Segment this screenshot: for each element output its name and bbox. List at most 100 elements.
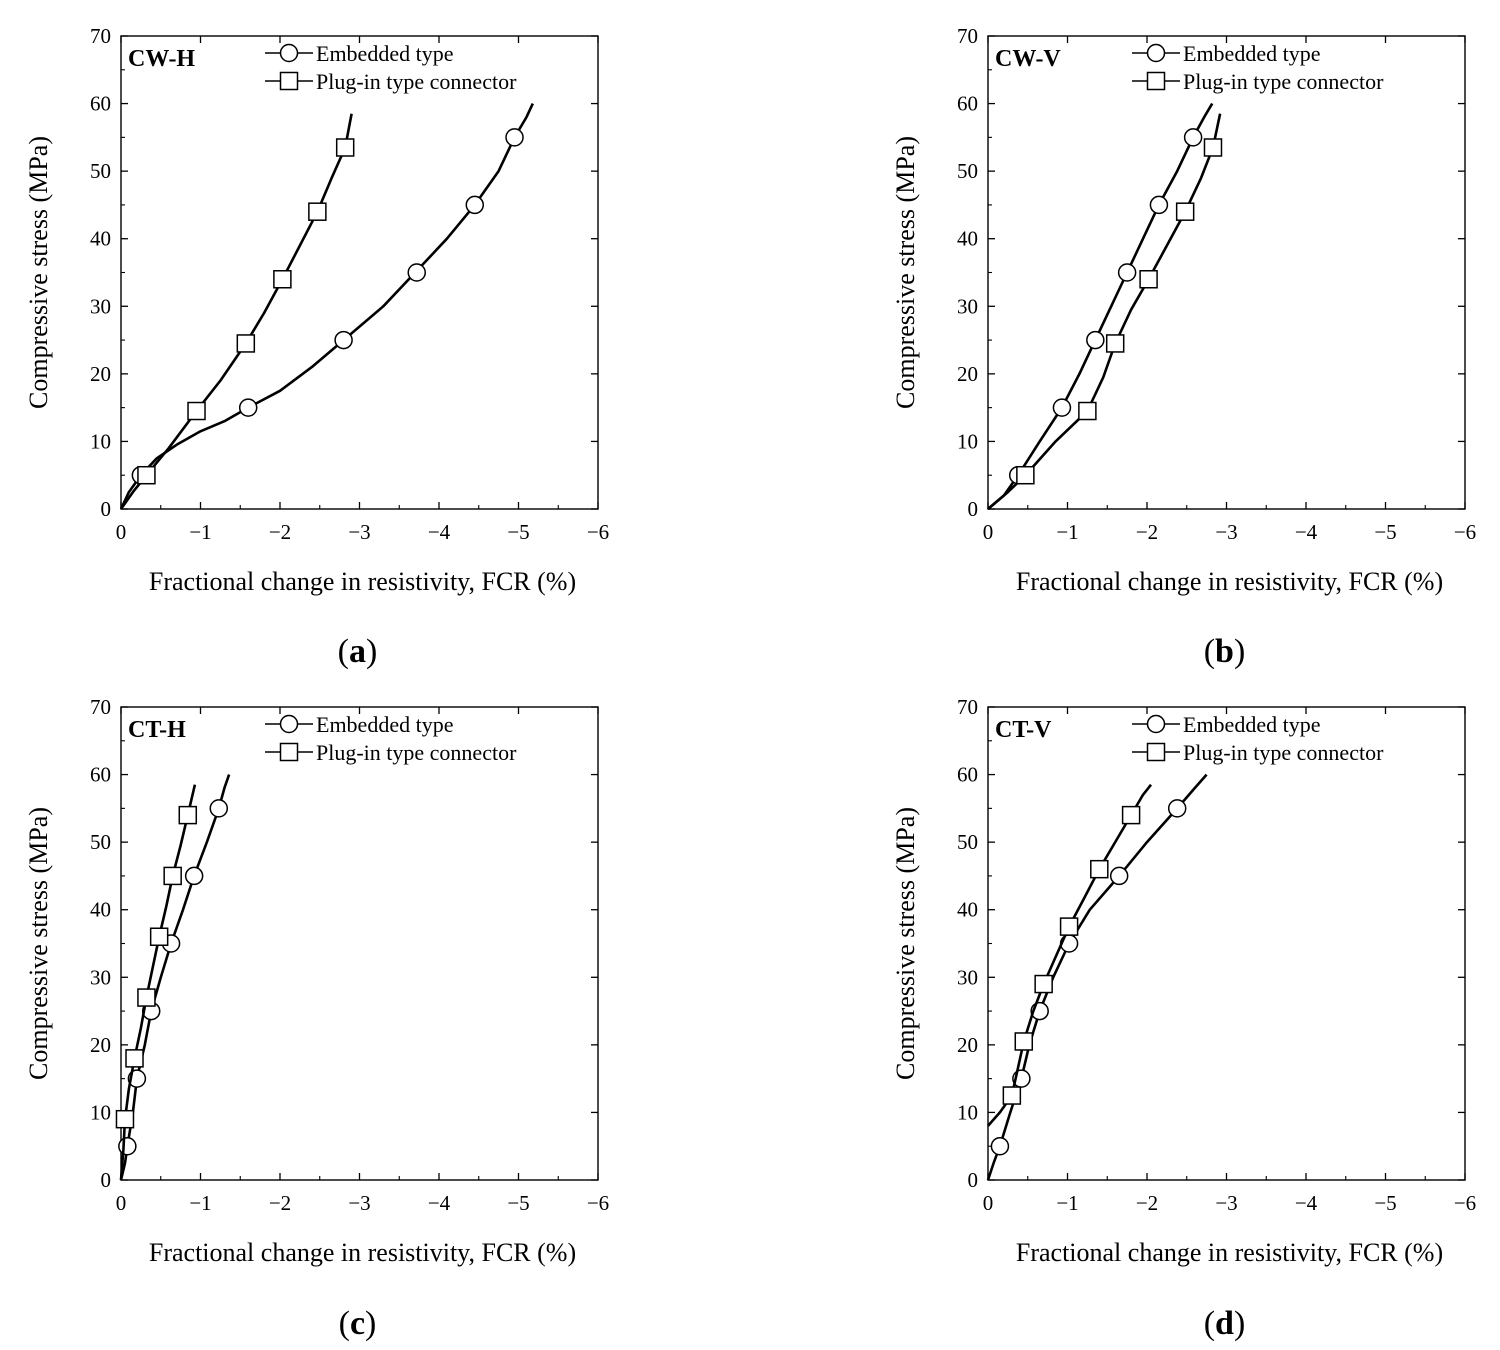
data-point-square [1090, 859, 1109, 879]
y-tick-label: 60 [957, 92, 978, 116]
legend-circle-marker [1146, 43, 1166, 63]
legend-label: Embedded type [316, 712, 453, 737]
y-tick-label: 50 [957, 830, 978, 854]
y-tick-label: 20 [90, 1033, 111, 1057]
x-tick-label: −3 [348, 520, 370, 544]
series-line [987, 102, 1214, 510]
chart-panel-b: 0 −1 −2 −3 −4 −5 −6 0 10 20 30 40 50 60 70 Fractional c… [891, 24, 1476, 670]
data-point-circle [1052, 398, 1072, 417]
y-axis-title: Compressive stress (MPa) [891, 136, 920, 409]
data-point-square [137, 465, 156, 485]
y-tick-label: 10 [90, 1100, 111, 1124]
data-point-circle [184, 866, 204, 886]
x-tick-label: −3 [1215, 1191, 1237, 1215]
y-tick-label: 30 [90, 294, 111, 318]
x-tick-label: 0 [116, 520, 127, 544]
x-tick-label: −4 [428, 1191, 451, 1215]
data-point-circle [1117, 263, 1137, 282]
chart-panel-c: 0 −1 −2 −3 −4 −5 −6 0 10 20 30 40 50 60 70 Fractional c… [24, 695, 609, 1342]
x-tick-label: 0 [983, 520, 994, 544]
y-tick-label: 40 [957, 227, 978, 251]
x-tick-label: −5 [1374, 520, 1396, 544]
data-point-square [236, 334, 256, 353]
y-axis-title: Compressive stress (MPa) [891, 807, 920, 1080]
data-point-square [163, 866, 182, 886]
data-point-circle [238, 398, 258, 417]
y-tick-label: 50 [957, 159, 978, 183]
y-tick-label: 40 [90, 898, 111, 922]
panel-caption: (d) [1204, 1305, 1246, 1342]
data-point-square [1121, 805, 1141, 825]
data-point-square [187, 401, 206, 421]
series-embedded [986, 773, 1208, 1181]
x-tick-label: −4 [1295, 1191, 1318, 1215]
y-tick-label: 0 [101, 497, 112, 521]
y-tick-label: 60 [90, 763, 111, 787]
chart-panel-d: 0 −1 −2 −3 −4 −5 −6 0 10 20 30 40 50 60 70 Fractional c… [891, 695, 1476, 1342]
series-plug-in [987, 783, 1153, 1127]
plot-frame [120, 35, 599, 510]
y-tick-label: 40 [90, 227, 111, 251]
data-point-circle [1086, 330, 1105, 350]
series-line [986, 773, 1208, 1181]
x-axis-title: Fractional change in resistivity, FCR (%… [149, 567, 576, 596]
legend-label: Embedded type [1183, 712, 1320, 737]
y-tick-label: 0 [101, 1168, 112, 1192]
data-point-circle [1183, 128, 1203, 147]
x-tick-label: −1 [189, 1191, 211, 1215]
x-tick-label: −3 [348, 1191, 370, 1215]
x-axis-title: Fractional change in resistivity, FCR (%… [1016, 567, 1443, 596]
data-point-square [149, 927, 169, 946]
caption-letter: a [349, 633, 366, 670]
legend-label: Embedded type [316, 41, 453, 66]
y-tick-label: 50 [90, 830, 111, 854]
y-tick-label: 60 [957, 763, 978, 787]
series-line [119, 103, 534, 510]
data-point-square [1078, 401, 1097, 421]
data-point-circle [1149, 195, 1169, 215]
series-embedded [987, 102, 1214, 510]
legend-label: Plug-in type connector [1183, 69, 1384, 94]
data-point-circle [465, 195, 485, 215]
y-tick-label: 0 [968, 1168, 979, 1192]
chart-panel-a: 0 −1 −2 −3 −4 −5 −6 0 10 20 30 40 50 60 70 Fractional c… [24, 24, 609, 670]
series-plug-in [119, 113, 355, 510]
data-point-square [1139, 270, 1158, 289]
data-point-square [308, 202, 327, 221]
y-tick-label: 30 [90, 965, 111, 989]
x-tick-label: 0 [983, 1191, 994, 1215]
data-point-square [1014, 1032, 1034, 1051]
x-tick-label: −1 [189, 520, 211, 544]
legend-label: Embedded type [1183, 41, 1320, 66]
y-tick-label: 30 [957, 965, 978, 989]
y-tick-label: 40 [957, 898, 978, 922]
series-embedded [119, 103, 534, 510]
x-tick-label: −6 [587, 1191, 609, 1215]
data-point-square [1105, 334, 1125, 353]
series-embedded [118, 774, 231, 1181]
legend-square-marker [279, 742, 299, 762]
legend-circle-marker [1146, 714, 1166, 734]
x-tick-label: −4 [1295, 520, 1318, 544]
data-point-circle [209, 799, 229, 818]
x-tick-label: −5 [507, 1191, 529, 1215]
data-point-square [1002, 1086, 1022, 1105]
panel-title: CW-V [995, 46, 1061, 72]
y-tick-label: 20 [957, 1033, 978, 1057]
x-axis-title: Fractional change in resistivity, FCR (%… [149, 1238, 576, 1267]
panel-caption: (c) [339, 1305, 377, 1342]
data-point-square [1203, 138, 1223, 157]
x-tick-label: −2 [1136, 520, 1158, 544]
y-tick-label: 10 [90, 429, 111, 453]
x-tick-label: −6 [1454, 1191, 1476, 1215]
legend-label: Plug-in type connector [316, 69, 517, 94]
data-point-square [125, 1049, 144, 1068]
x-tick-label: 0 [116, 1191, 127, 1215]
series-line [119, 774, 231, 1181]
x-tick-label: −2 [269, 520, 291, 544]
y-tick-label: 20 [90, 362, 111, 386]
data-point-circle [1109, 866, 1129, 886]
x-tick-label: −1 [1056, 1191, 1078, 1215]
legend-circle-marker [279, 43, 299, 63]
series-plug-in [987, 113, 1223, 510]
